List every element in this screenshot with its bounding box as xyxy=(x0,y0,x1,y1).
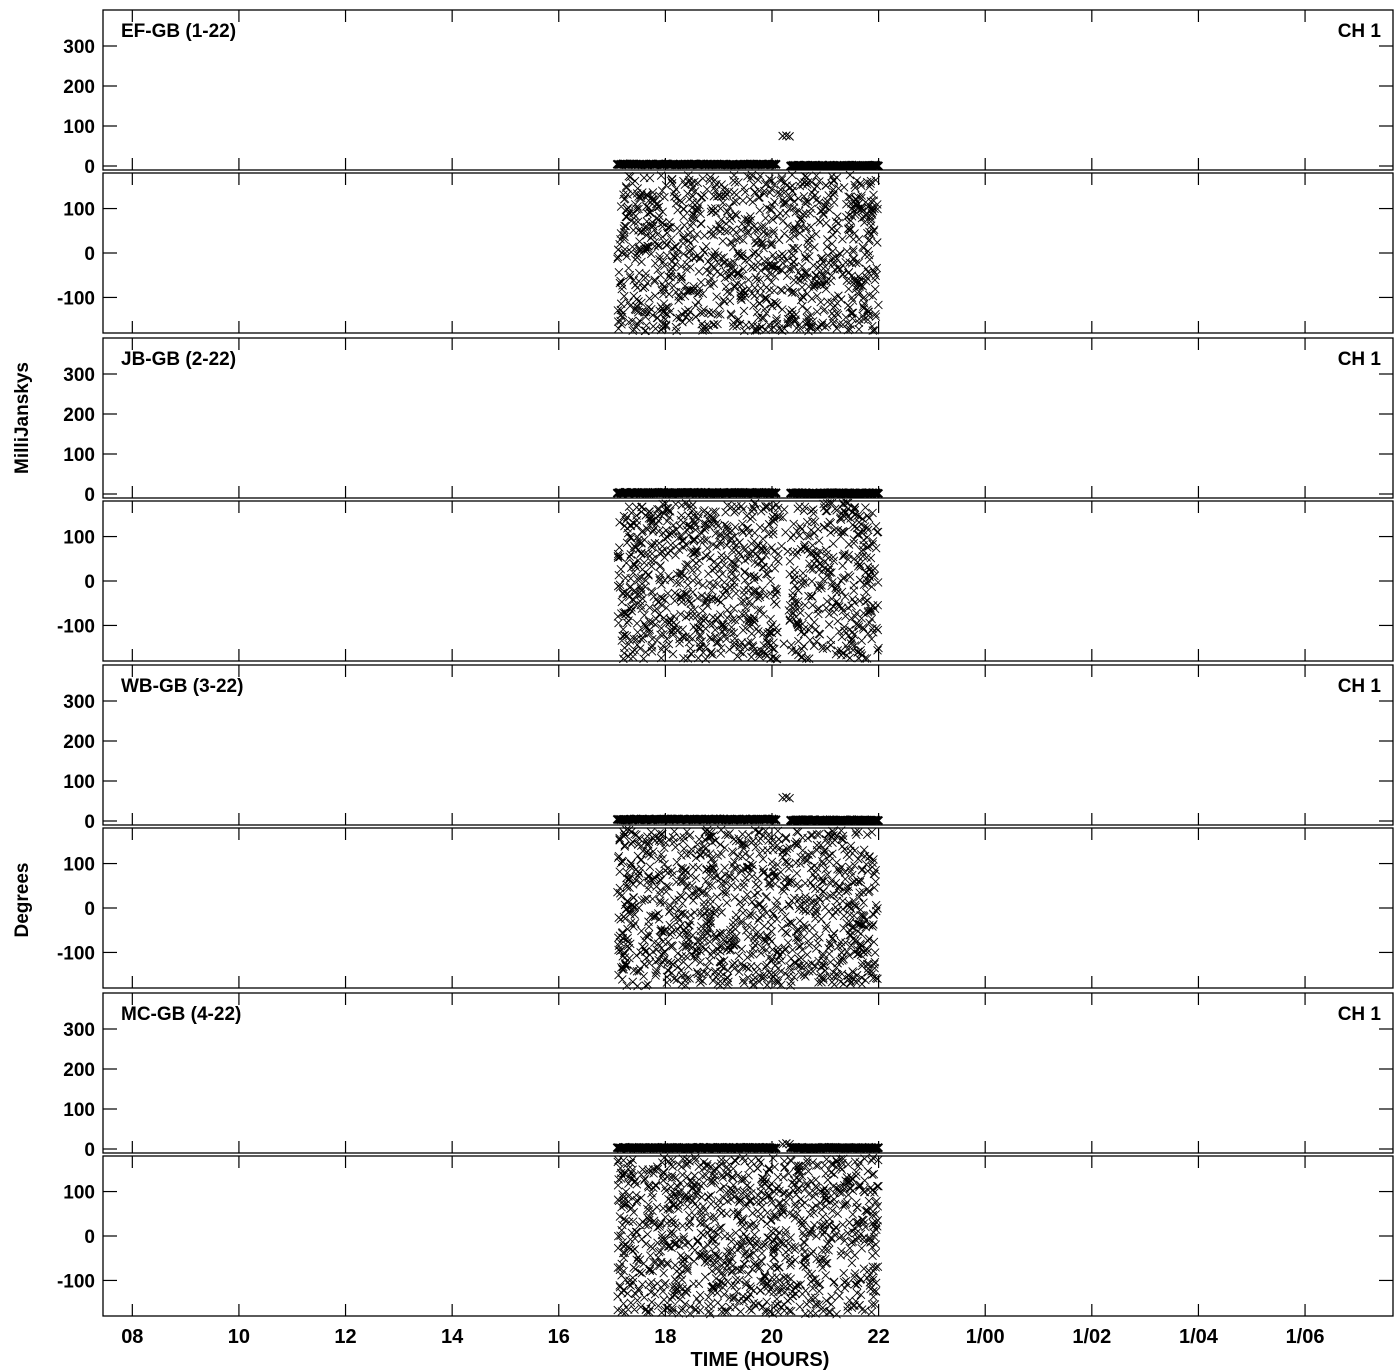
channel-label: CH 1 xyxy=(1338,676,1382,697)
y-tick-label: 200 xyxy=(63,1060,95,1081)
panels: 0 100 200 300 -100 0 100 EF-GB (1-22) CH 1 0 100 20… xyxy=(57,9,1394,1319)
y-tick-label: 0 xyxy=(84,812,95,833)
amplitude-outlier-point xyxy=(782,1139,791,1148)
y-tick-label: 300 xyxy=(63,37,95,58)
x-tick-label: 18 xyxy=(654,1326,676,1348)
y-tick-label: 300 xyxy=(63,365,95,386)
y-tick-label: 200 xyxy=(63,732,95,753)
x-axis-label: TIME (HOURS) xyxy=(691,1349,830,1371)
y-tick-label: 0 xyxy=(84,244,95,265)
y-tick-label: 0 xyxy=(84,572,95,593)
x-tick-label: 10 xyxy=(228,1326,250,1348)
y-tick-label: -100 xyxy=(57,288,95,309)
amplitude-frame xyxy=(102,992,1394,1154)
x-tick-label: 08 xyxy=(121,1326,143,1348)
x-tick-label: 1/00 xyxy=(966,1326,1005,1348)
y-tick-label: 300 xyxy=(63,692,95,713)
phase-points xyxy=(613,825,882,991)
x-tick-label: 1/04 xyxy=(1179,1326,1219,1348)
y-tick-label: -100 xyxy=(57,943,95,964)
y-tick-label: 100 xyxy=(63,528,95,549)
amplitude-outlier-point xyxy=(778,131,788,141)
y-tick-label: 100 xyxy=(63,855,95,876)
amplitude-outlier-point xyxy=(785,1139,794,1149)
y-tick-label: 0 xyxy=(84,485,95,506)
y-tick-label: 100 xyxy=(63,117,95,138)
y-tick-label: 200 xyxy=(63,77,95,98)
phase-frame xyxy=(102,827,1394,989)
y-tick-label: 0 xyxy=(84,157,95,178)
x-tick-label: 22 xyxy=(867,1326,889,1348)
y-tick-label: 100 xyxy=(63,772,95,793)
amplitude-outlier-point xyxy=(785,132,794,141)
y-tick-label: 100 xyxy=(63,445,95,466)
amplitude-outlier-point xyxy=(785,793,794,803)
x-tick-label: 12 xyxy=(334,1326,356,1348)
amplitude-points xyxy=(612,1142,884,1153)
channel-label: CH 1 xyxy=(1338,21,1382,42)
baseline-label: MC-GB (4-22) xyxy=(121,1004,241,1025)
panel-4: 0 100 200 300 -100 0 100 MC-GB (4-22) CH 1 xyxy=(57,992,1394,1319)
phase-points xyxy=(613,498,883,664)
x-tick-label: 14 xyxy=(441,1326,464,1348)
amplitude-outlier-point xyxy=(782,792,791,802)
x-tick-label: 1/06 xyxy=(1286,1326,1325,1348)
panel-2: 0 100 200 300 -100 0 100 JB-GB (2-22) CH 1 xyxy=(57,337,1394,664)
y-axis-label-amplitude: MilliJanskys xyxy=(12,362,33,474)
y-tick-label: 100 xyxy=(63,200,95,221)
x-tick-labels: 08 10 12 14 16 18 20 22 1/00 1/02 1/04 1/06 xyxy=(121,1326,1324,1348)
y-tick-label: 0 xyxy=(84,899,95,920)
channel-label: CH 1 xyxy=(1338,349,1382,370)
amplitude-points xyxy=(612,487,884,499)
y-tick-label: -100 xyxy=(57,616,95,637)
baseline-label: JB-GB (2-22) xyxy=(121,349,236,370)
amplitude-outlier-point xyxy=(778,793,788,803)
amplitude-frame xyxy=(102,337,1394,499)
x-tick-label: 1/02 xyxy=(1072,1326,1111,1348)
y-tick-label: 100 xyxy=(63,1100,95,1121)
baseline-label: EF-GB (1-22) xyxy=(121,21,236,42)
y-tick-label: 100 xyxy=(63,1183,95,1204)
y-tick-label: -100 xyxy=(57,1271,95,1292)
amplitude-frame xyxy=(102,9,1394,171)
panel-3: 0 100 200 300 -100 0 100 WB-GB (3-22) CH 1 xyxy=(57,664,1394,991)
channel-label: CH 1 xyxy=(1338,1004,1382,1025)
phase-points xyxy=(613,170,883,336)
amplitude-points xyxy=(612,814,884,826)
phase-points xyxy=(613,1153,883,1319)
amplitude-points xyxy=(612,159,884,171)
panel-1: 0 100 200 300 -100 0 100 EF-GB (1-22) CH 1 xyxy=(57,9,1394,336)
amplitude-outlier-point xyxy=(778,1139,788,1149)
baseline-label: WB-GB (3-22) xyxy=(121,676,243,697)
amplitude-frame xyxy=(102,664,1394,826)
y-tick-label: 0 xyxy=(84,1140,95,1161)
x-tick-label: 20 xyxy=(761,1326,783,1348)
x-tick-label: 16 xyxy=(548,1326,570,1348)
y-tick-label: 0 xyxy=(84,1227,95,1248)
y-tick-label: 200 xyxy=(63,405,95,426)
amplitude-outlier-point xyxy=(782,131,791,140)
y-axis-label-phase: Degrees xyxy=(12,863,33,938)
y-tick-label: 300 xyxy=(63,1020,95,1041)
